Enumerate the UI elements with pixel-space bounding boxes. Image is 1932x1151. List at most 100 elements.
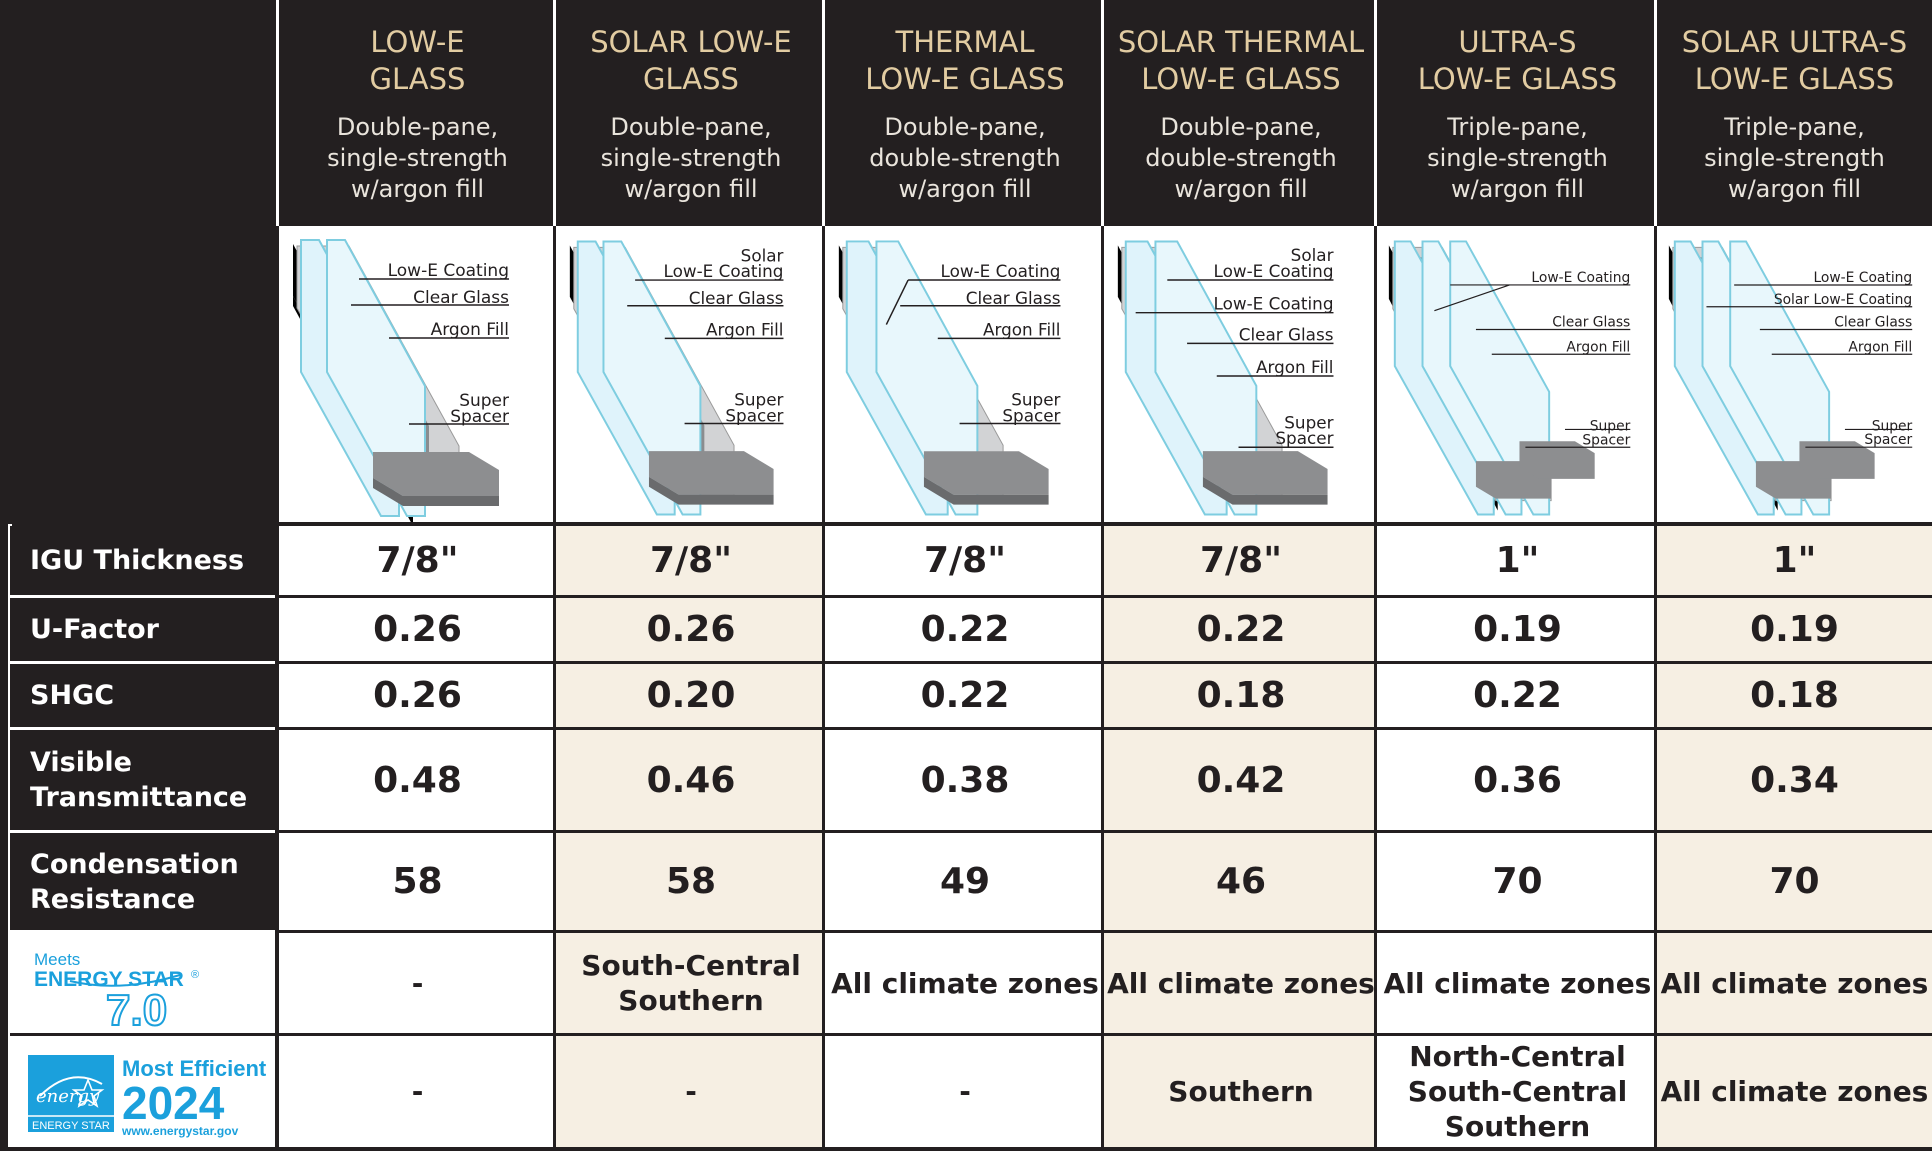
column-title: THERMAL LOW-E GLASS bbox=[825, 24, 1105, 98]
row-label-visible-transmittance: Visible Transmittance bbox=[10, 730, 275, 833]
cell-es7-ultra-s: All climate zones bbox=[1374, 933, 1658, 1036]
cell-ufactor-solar-low-e: 0.26 bbox=[553, 598, 826, 664]
cell-es7-solar-ultra-s: All climate zones bbox=[1654, 933, 1932, 1036]
triple-pane-glass-icon: Low-E Coating Clear Glass Argon Fill Sup… bbox=[1377, 226, 1658, 525]
cell-shgc-ultra-s: 0.22 bbox=[1374, 664, 1658, 730]
svg-text:Clear Glass: Clear Glass bbox=[413, 288, 509, 308]
cell-me2024-solar-thermal: Southern bbox=[1101, 1036, 1378, 1147]
column-header-low-e: LOW-E GLASS Double-pane, single-strength w/… bbox=[276, 0, 556, 226]
cell-cr-thermal: 49 bbox=[822, 833, 1105, 933]
svg-text:7.0: 7.0 bbox=[106, 986, 167, 1033]
column-subtitle: Double-pane, double-strength w/argon fill bbox=[1104, 112, 1378, 205]
cell-es7-thermal: All climate zones bbox=[822, 933, 1105, 1036]
energy-star-7-badge-icon: Meets ENERGY STAR ® 7.0 bbox=[10, 933, 275, 1033]
svg-text:Solar Low-E Coating: Solar Low-E Coating bbox=[1774, 292, 1912, 308]
svg-text:Argon Fill: Argon Fill bbox=[431, 320, 509, 340]
svg-text:®: ® bbox=[191, 969, 199, 981]
cell-shgc-thermal: 0.22 bbox=[822, 664, 1105, 730]
svg-text:Spacer: Spacer bbox=[1275, 428, 1333, 448]
row-label-condensation-resistance: Condensation Resistance bbox=[10, 833, 275, 933]
row-label-igu-thickness: IGU Thickness bbox=[10, 526, 275, 598]
svg-text:2024: 2024 bbox=[122, 1077, 225, 1129]
glass-diagram-solar-ultra-s-low-e: Low-E Coating Solar Low-E Coating Clear … bbox=[1654, 226, 1932, 525]
cell-shgc-low-e: 0.26 bbox=[276, 664, 556, 730]
triple-pane-glass-icon: Low-E Coating Solar Low-E Coating Clear … bbox=[1657, 226, 1932, 525]
double-pane-glass-icon: Solar Low-E Coating Low-E Coating Clear … bbox=[1104, 226, 1378, 525]
cell-shgc-solar-thermal: 0.18 bbox=[1101, 664, 1378, 730]
svg-text:energy: energy bbox=[36, 1086, 100, 1107]
svg-text:Spacer: Spacer bbox=[1582, 432, 1630, 448]
svg-text:Argon Fill: Argon Fill bbox=[983, 319, 1060, 339]
cell-ufactor-solar-thermal: 0.22 bbox=[1101, 598, 1378, 664]
cell-igu-low-e: 7/8" bbox=[276, 526, 556, 598]
cell-ufactor-thermal: 0.22 bbox=[822, 598, 1105, 664]
cell-igu-solar-ultra-s: 1" bbox=[1654, 526, 1932, 598]
cell-igu-solar-low-e: 7/8" bbox=[553, 526, 826, 598]
svg-text:Low-E Coating: Low-E Coating bbox=[664, 261, 784, 281]
cell-me2024-ultra-s: North-Central South-Central Southern bbox=[1374, 1036, 1658, 1147]
glass-diagram-low-e: Low-E Coating Clear Glass Argon Fill Sup… bbox=[276, 226, 556, 525]
svg-text:Argon Fill: Argon Fill bbox=[1848, 339, 1912, 355]
column-title: SOLAR ULTRA-S LOW-E GLASS bbox=[1657, 24, 1932, 98]
column-title: SOLAR THERMAL LOW-E GLASS bbox=[1104, 24, 1378, 98]
svg-text:Low-E Coating: Low-E Coating bbox=[1214, 261, 1334, 281]
most-efficient-2024-badge-icon: energy ENERGY STAR Most Efficient 2024 w… bbox=[10, 1036, 275, 1147]
svg-text:Low-E Coating: Low-E Coating bbox=[1214, 294, 1334, 314]
column-title: SOLAR LOW-E GLASS bbox=[556, 24, 826, 98]
column-subtitle: Triple-pane, single-strength w/argon fill bbox=[1377, 112, 1658, 205]
column-header-thermal-low-e: THERMAL LOW-E GLASS Double-pane, double-st… bbox=[822, 0, 1105, 226]
svg-text:Clear Glass: Clear Glass bbox=[1552, 315, 1630, 331]
svg-text:Argon Fill: Argon Fill bbox=[706, 319, 783, 339]
cell-vt-ultra-s: 0.36 bbox=[1374, 730, 1658, 833]
glass-diagram-solar-low-e: Solar Low-E Coating Clear Glass Argon Fi… bbox=[553, 226, 826, 525]
column-header-ultra-s-low-e: ULTRA-S LOW-E GLASS Triple-pane, single-st… bbox=[1374, 0, 1658, 226]
svg-text:Spacer: Spacer bbox=[725, 405, 783, 425]
cell-ufactor-ultra-s: 0.19 bbox=[1374, 598, 1658, 664]
cell-vt-solar-thermal: 0.42 bbox=[1101, 730, 1378, 833]
column-title: LOW-E GLASS bbox=[279, 24, 556, 98]
column-header-solar-low-e: SOLAR LOW-E GLASS Double-pane, single-stre… bbox=[553, 0, 826, 226]
row-label-u-factor: U-Factor bbox=[10, 598, 275, 664]
cell-igu-thermal: 7/8" bbox=[822, 526, 1105, 598]
double-pane-glass-icon: Solar Low-E Coating Clear Glass Argon Fi… bbox=[556, 226, 826, 525]
cell-shgc-solar-low-e: 0.20 bbox=[553, 664, 826, 730]
cell-ufactor-low-e: 0.26 bbox=[276, 598, 556, 664]
svg-text:Low-E Coating: Low-E Coating bbox=[1813, 270, 1912, 286]
svg-text:Meets: Meets bbox=[34, 950, 80, 969]
svg-text:Clear Glass: Clear Glass bbox=[689, 288, 784, 308]
cell-me2024-solar-ultra-s: All climate zones bbox=[1654, 1036, 1932, 1147]
svg-text:Clear Glass: Clear Glass bbox=[1834, 315, 1912, 331]
glass-diagram-thermal-low-e: Low-E Coating Clear Glass Argon Fill Sup… bbox=[822, 226, 1105, 525]
svg-text:Low-E Coating: Low-E Coating bbox=[388, 261, 509, 281]
cell-es7-solar-thermal: All climate zones bbox=[1101, 933, 1378, 1036]
cell-cr-solar-low-e: 58 bbox=[553, 833, 826, 933]
column-header-solar-ultra-s-low-e: SOLAR ULTRA-S LOW-E GLASS Triple-pane, sin… bbox=[1654, 0, 1932, 226]
cell-cr-solar-thermal: 46 bbox=[1101, 833, 1378, 933]
svg-text:Spacer: Spacer bbox=[1002, 406, 1060, 426]
svg-text:Argon Fill: Argon Fill bbox=[1256, 357, 1333, 377]
cell-me2024-thermal: - bbox=[822, 1036, 1105, 1147]
energy-star-7-logo: Meets ENERGY STAR ® 7.0 bbox=[10, 933, 275, 1036]
cell-me2024-solar-low-e: - bbox=[553, 1036, 826, 1147]
cell-es7-solar-low-e: South-Central Southern bbox=[553, 933, 826, 1036]
svg-text:ENERGY STAR: ENERGY STAR bbox=[32, 1120, 110, 1132]
cell-vt-thermal: 0.38 bbox=[822, 730, 1105, 833]
cell-cr-ultra-s: 70 bbox=[1374, 833, 1658, 933]
column-title: ULTRA-S LOW-E GLASS bbox=[1377, 24, 1658, 98]
cell-cr-low-e: 58 bbox=[276, 833, 556, 933]
cell-igu-solar-thermal: 7/8" bbox=[1101, 526, 1378, 598]
column-header-solar-thermal-low-e: SOLAR THERMAL LOW-E GLASS Double-pane, dou… bbox=[1101, 0, 1378, 226]
svg-text:Low-E Coating: Low-E Coating bbox=[941, 261, 1061, 281]
glass-diagram-ultra-s-low-e: Low-E Coating Clear Glass Argon Fill Sup… bbox=[1374, 226, 1658, 525]
column-subtitle: Double-pane, single-strength w/argon fill bbox=[279, 112, 556, 205]
row-label-shgc: SHGC bbox=[10, 664, 275, 730]
cell-vt-solar-low-e: 0.46 bbox=[553, 730, 826, 833]
double-pane-glass-icon: Low-E Coating Clear Glass Argon Fill Sup… bbox=[279, 226, 556, 525]
svg-text:Clear Glass: Clear Glass bbox=[966, 288, 1061, 308]
column-subtitle: Triple-pane, single-strength w/argon fill bbox=[1657, 112, 1932, 205]
column-subtitle: Double-pane, single-strength w/argon fill bbox=[556, 112, 826, 205]
cell-shgc-solar-ultra-s: 0.18 bbox=[1654, 664, 1932, 730]
svg-text:www.energystar.gov: www.energystar.gov bbox=[121, 1124, 239, 1138]
double-pane-glass-icon: Low-E Coating Clear Glass Argon Fill Sup… bbox=[825, 226, 1105, 525]
